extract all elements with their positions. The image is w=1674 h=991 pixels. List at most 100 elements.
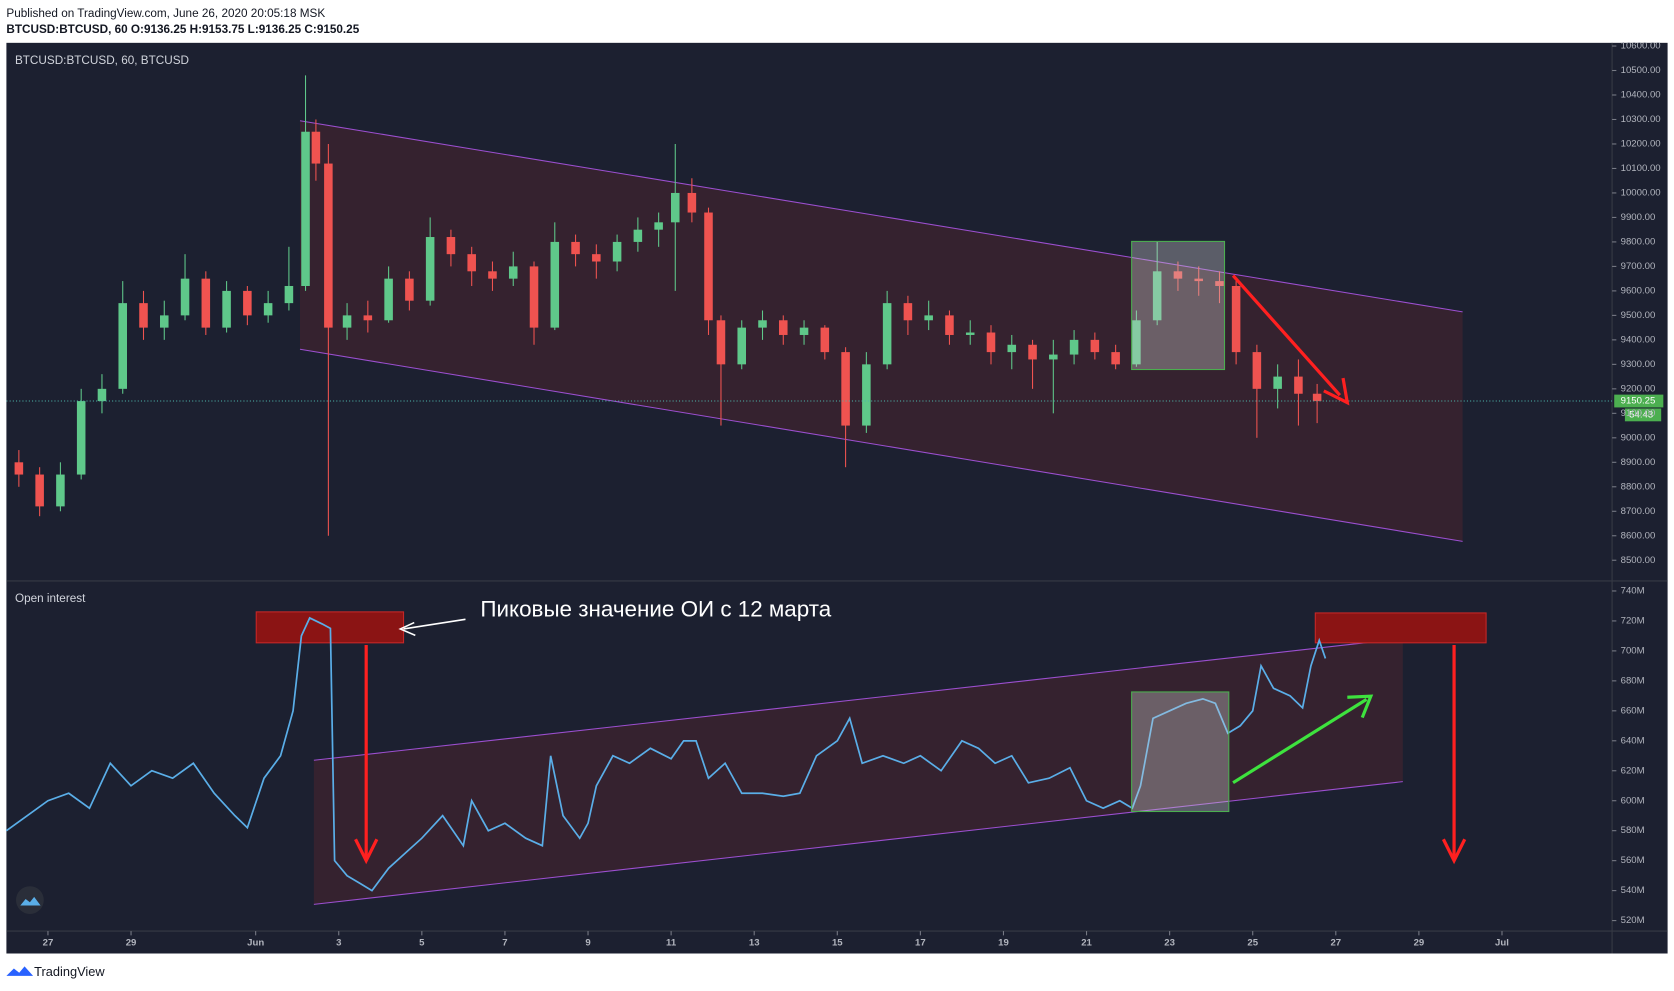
x-tick-label: 7 <box>502 937 507 948</box>
candle-body <box>1173 271 1183 279</box>
footer-logo <box>6 966 34 976</box>
x-tick-label: 27 <box>43 937 54 948</box>
candle-body <box>311 131 321 164</box>
candle-body <box>363 315 373 321</box>
oi-line <box>5 616 1327 892</box>
candle-body <box>1252 352 1262 389</box>
y-tick-label: 700M <box>1621 645 1645 656</box>
x-tick-label: 11 <box>666 937 677 948</box>
candle-body <box>882 303 892 365</box>
candle-body <box>284 285 294 304</box>
x-tick-label: 23 <box>1164 937 1175 948</box>
channel-line <box>313 781 1403 905</box>
highlight-box <box>1131 240 1226 371</box>
candle-body <box>716 320 726 365</box>
arrow-head <box>1441 838 1467 865</box>
y-tick-label: 580M <box>1621 825 1645 836</box>
symbol-line: BTCUSD:BTCUSD, 60 O:9136.25 H:9153.75 L:… <box>6 23 359 36</box>
candle-body <box>799 327 809 335</box>
candle-body <box>1132 320 1141 365</box>
candle-body <box>1028 344 1037 360</box>
candle-body <box>1231 285 1241 353</box>
y-tick-label: 740M <box>1621 585 1645 596</box>
candle-body <box>384 278 393 321</box>
candle-body <box>76 401 86 475</box>
candle-body <box>488 271 497 279</box>
candle-body <box>841 352 850 426</box>
logo-mark <box>20 896 41 906</box>
x-tick-label: 19 <box>998 937 1009 948</box>
y-tick-label: 10100.00 <box>1621 163 1661 174</box>
x-tick-label: 29 <box>126 937 137 948</box>
candle-body <box>820 327 830 353</box>
candle-body <box>1049 354 1058 360</box>
candle-body <box>571 241 580 255</box>
candle-body <box>1007 344 1017 353</box>
published-line: Published on TradingView.com, June 26, 2… <box>6 7 325 20</box>
arrow-head <box>398 621 416 637</box>
candle-body <box>529 266 539 328</box>
arrow <box>1232 698 1368 785</box>
arrow-head <box>1347 694 1374 719</box>
footer-brand: TradingView <box>34 964 105 979</box>
candle-body <box>779 320 788 335</box>
candle-body <box>405 278 414 301</box>
candle-body <box>687 192 697 213</box>
y-tick-label: 520M <box>1621 915 1645 926</box>
y-tick-label: 9100.00 <box>1621 408 1656 419</box>
candle-body <box>35 474 44 507</box>
candle-body <box>446 237 456 255</box>
candle-body <box>1273 376 1282 389</box>
x-tick-label: 27 <box>1330 937 1341 948</box>
candle-body <box>56 474 65 507</box>
logo-badge <box>16 886 44 914</box>
y-tick-label: 9200.00 <box>1621 383 1656 394</box>
legend: BTCUSD:BTCUSD, 60, BTCUSD <box>15 54 189 67</box>
y-tick-label: 680M <box>1621 675 1645 686</box>
candle-body <box>965 332 975 335</box>
y-tick-label: 9900.00 <box>1621 212 1656 223</box>
x-tick-label: 3 <box>336 937 341 948</box>
x-tick-label: 13 <box>749 937 760 948</box>
candle-body <box>633 229 643 242</box>
candle-body <box>1215 281 1224 286</box>
candle-body <box>342 315 352 328</box>
candle-body <box>924 315 933 321</box>
y-tick-label: 560M <box>1621 855 1645 866</box>
candle-body <box>97 388 107 402</box>
x-tick-label: 29 <box>1414 937 1425 948</box>
y-tick-label: 600M <box>1621 795 1645 806</box>
y-tick-label: 9600.00 <box>1621 285 1656 296</box>
candle-body <box>118 303 127 389</box>
candle-body <box>592 254 601 262</box>
y-tick-label: 8800.00 <box>1621 481 1656 492</box>
y-tick-label: 10000.00 <box>1621 187 1661 198</box>
arrow-head <box>354 838 379 865</box>
y-tick-label: 8500.00 <box>1621 555 1656 566</box>
legend: Open interest <box>15 592 86 605</box>
channel-line <box>299 348 1463 542</box>
channel-fill <box>313 638 1403 905</box>
y-tick-label: 10300.00 <box>1621 114 1661 125</box>
y-tick-label: 8700.00 <box>1621 506 1656 517</box>
y-tick-label: 9300.00 <box>1621 359 1656 370</box>
y-tick-label: 8600.00 <box>1621 530 1656 541</box>
x-tick-label: Jun <box>247 937 264 948</box>
candle-body <box>1090 339 1100 353</box>
candle-body <box>986 332 996 353</box>
highlight-box <box>1131 691 1230 813</box>
countdown: 54:43 <box>1629 409 1653 420</box>
channel-line <box>313 638 1403 761</box>
candle-body <box>612 241 622 262</box>
y-tick-label: 9700.00 <box>1621 261 1656 272</box>
candle-body <box>222 290 231 328</box>
y-tick-label: 640M <box>1621 735 1645 746</box>
y-tick-label: 10500.00 <box>1621 65 1661 76</box>
candle-body <box>862 364 871 426</box>
candle-body <box>139 303 148 328</box>
candle-body <box>1111 352 1120 365</box>
y-tick-label: 720M <box>1621 615 1645 626</box>
candle-body <box>550 241 560 328</box>
